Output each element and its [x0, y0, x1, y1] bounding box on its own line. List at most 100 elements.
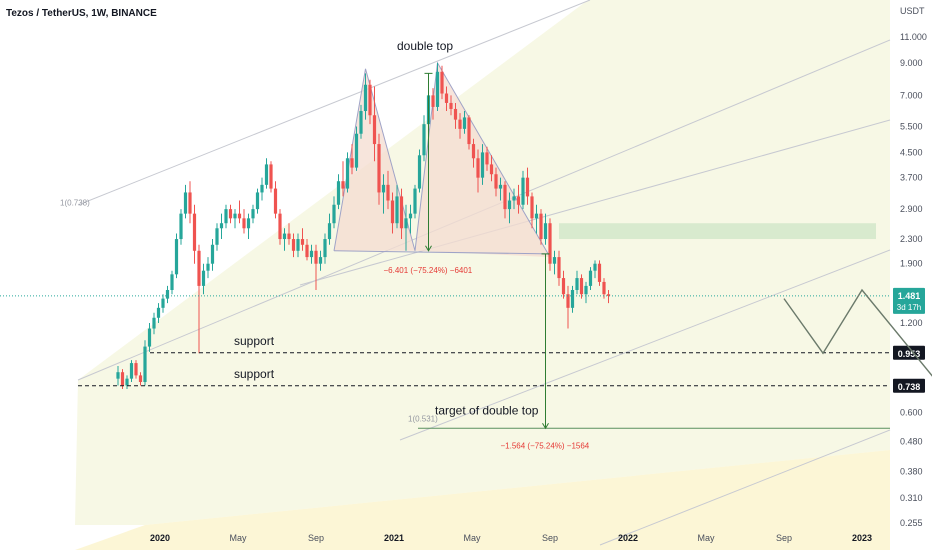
candle[interactable]	[138, 372, 143, 386]
candle[interactable]	[296, 233, 300, 258]
candle[interactable]	[602, 278, 606, 299]
candle[interactable]	[516, 184, 521, 214]
candle[interactable]	[287, 223, 291, 245]
candle[interactable]	[368, 79, 372, 125]
candle[interactable]	[336, 174, 341, 210]
candle[interactable]	[548, 218, 552, 271]
candle[interactable]	[543, 213, 548, 245]
candle[interactable]	[359, 104, 363, 139]
candle[interactable]	[521, 170, 525, 210]
candle[interactable]	[147, 323, 152, 352]
candle[interactable]	[219, 213, 224, 240]
candle[interactable]	[215, 223, 219, 251]
candle[interactable]	[539, 209, 543, 245]
candle[interactable]	[143, 340, 147, 386]
candle[interactable]	[435, 62, 440, 112]
candle[interactable]	[174, 233, 179, 279]
candle[interactable]	[264, 158, 269, 189]
candle[interactable]	[606, 289, 611, 304]
candle[interactable]	[129, 360, 134, 383]
candle[interactable]	[305, 239, 309, 261]
candle[interactable]	[552, 250, 557, 275]
candle[interactable]	[485, 146, 489, 171]
candle[interactable]	[152, 312, 156, 335]
candle[interactable]	[575, 270, 579, 295]
candle[interactable]	[507, 192, 512, 224]
candle[interactable]	[579, 274, 584, 299]
candles[interactable]	[116, 62, 611, 389]
time-axis[interactable]: 2020MaySep2021MaySep2022MaySep2023MaySep…	[150, 533, 932, 543]
candle[interactable]	[480, 144, 485, 185]
price-axis[interactable]: USDT 11.000 9.000 7.000 5.500 4.500 3.700 2.900…	[900, 6, 927, 528]
candle[interactable]	[503, 181, 507, 219]
candle[interactable]	[314, 244, 318, 290]
candle[interactable]	[345, 152, 350, 193]
candle[interactable]	[377, 133, 381, 205]
candle[interactable]	[444, 86, 449, 112]
candle[interactable]	[273, 181, 278, 219]
candle[interactable]	[246, 213, 251, 240]
candle[interactable]	[530, 192, 534, 229]
candle[interactable]	[449, 95, 453, 116]
candle[interactable]	[453, 102, 458, 129]
candle[interactable]	[228, 204, 233, 224]
candle[interactable]	[566, 285, 570, 329]
candle[interactable]	[494, 167, 498, 197]
candle[interactable]	[323, 233, 327, 264]
candle[interactable]	[156, 303, 161, 324]
candle[interactable]	[390, 192, 395, 234]
candle[interactable]	[386, 170, 390, 210]
candle[interactable]	[471, 138, 476, 168]
candle[interactable]	[291, 233, 296, 258]
candle[interactable]	[408, 204, 413, 234]
candle[interactable]	[269, 161, 273, 193]
candle[interactable]	[201, 263, 206, 295]
candle[interactable]	[489, 155, 494, 182]
candle[interactable]	[300, 228, 305, 251]
candle[interactable]	[462, 111, 467, 134]
candle[interactable]	[179, 209, 183, 245]
candle[interactable]	[116, 366, 120, 386]
candle[interactable]	[534, 204, 539, 234]
candle[interactable]	[206, 257, 210, 279]
candle[interactable]	[237, 200, 242, 224]
candle[interactable]	[350, 144, 354, 175]
candle[interactable]	[309, 244, 314, 264]
candle[interactable]	[498, 177, 503, 201]
candle[interactable]	[440, 65, 444, 100]
candle[interactable]	[467, 115, 471, 150]
candle[interactable]	[413, 184, 417, 219]
candle[interactable]	[134, 360, 138, 379]
candle[interactable]	[125, 375, 129, 389]
candle[interactable]	[570, 285, 575, 313]
candle[interactable]	[404, 204, 408, 251]
candle[interactable]	[395, 184, 399, 229]
candle[interactable]	[282, 228, 287, 251]
candle[interactable]	[381, 174, 386, 214]
candle[interactable]	[165, 285, 170, 304]
candle[interactable]	[197, 244, 201, 354]
projection-path[interactable]	[783, 288, 932, 429]
candle[interactable]	[332, 196, 336, 229]
candle[interactable]	[561, 270, 566, 299]
candle[interactable]	[525, 167, 530, 205]
candle[interactable]	[210, 239, 215, 271]
candle[interactable]	[584, 281, 588, 304]
candle[interactable]	[588, 267, 593, 290]
candle[interactable]	[183, 184, 188, 219]
candle[interactable]	[251, 204, 255, 224]
candle[interactable]	[354, 126, 359, 171]
candle[interactable]	[593, 260, 597, 279]
candle[interactable]	[318, 250, 323, 271]
candle[interactable]	[476, 149, 480, 193]
candle[interactable]	[188, 181, 192, 224]
candle[interactable]	[170, 270, 174, 295]
candle[interactable]	[224, 204, 228, 229]
candle[interactable]	[327, 213, 332, 245]
candle[interactable]	[341, 161, 345, 197]
candle[interactable]	[372, 86, 377, 162]
candle[interactable]	[233, 209, 237, 229]
candle[interactable]	[363, 73, 368, 120]
candle[interactable]	[557, 250, 561, 286]
